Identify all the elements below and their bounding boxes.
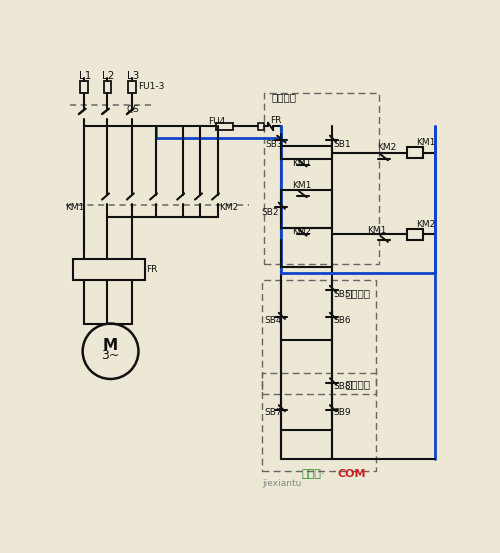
Bar xyxy=(74,259,144,280)
Bar xyxy=(262,373,376,471)
Text: KM1: KM1 xyxy=(416,138,436,147)
Text: M: M xyxy=(103,337,118,353)
Text: FU1-3: FU1-3 xyxy=(138,82,164,91)
Text: L2: L2 xyxy=(102,71,115,81)
Text: FU4: FU4 xyxy=(208,117,226,126)
Bar xyxy=(258,123,264,129)
Text: KM2: KM2 xyxy=(416,220,435,229)
Bar xyxy=(408,147,423,158)
Bar xyxy=(408,229,423,239)
Text: COM: COM xyxy=(338,469,366,479)
Text: KM2: KM2 xyxy=(219,203,238,212)
Bar xyxy=(128,81,136,93)
Text: SB1: SB1 xyxy=(334,140,351,149)
Text: SB7: SB7 xyxy=(265,408,282,418)
Text: 接线图·: 接线图· xyxy=(301,469,324,479)
Bar xyxy=(216,123,233,131)
Text: SB5: SB5 xyxy=(334,290,351,299)
Text: 乙地控制: 乙地控制 xyxy=(346,289,370,299)
Text: KM1: KM1 xyxy=(367,226,386,235)
Text: SB4: SB4 xyxy=(265,316,282,325)
Text: jiexiantu: jiexiantu xyxy=(262,479,302,488)
Text: FR: FR xyxy=(146,265,158,274)
Bar xyxy=(262,280,376,394)
Text: 丙地控制: 丙地控制 xyxy=(346,379,370,389)
Text: KM1: KM1 xyxy=(292,181,312,190)
Text: 甲地控制: 甲地控制 xyxy=(272,92,297,102)
Text: QS: QS xyxy=(126,105,139,114)
Text: SB6: SB6 xyxy=(334,316,351,325)
Text: KM2: KM2 xyxy=(292,227,311,236)
Text: SB3: SB3 xyxy=(266,140,283,149)
Text: SB2: SB2 xyxy=(261,208,278,217)
Text: FR: FR xyxy=(270,116,281,125)
Text: SB9: SB9 xyxy=(334,408,351,418)
Bar xyxy=(104,81,112,93)
Bar xyxy=(80,81,88,93)
Bar xyxy=(264,93,378,264)
Text: L3: L3 xyxy=(127,71,139,81)
Text: SB8: SB8 xyxy=(334,382,351,391)
Text: L1: L1 xyxy=(79,71,91,81)
Text: 3~: 3~ xyxy=(102,349,119,362)
Text: KM2: KM2 xyxy=(377,143,396,153)
Text: KM1: KM1 xyxy=(292,159,312,168)
Text: KM1: KM1 xyxy=(66,203,85,212)
